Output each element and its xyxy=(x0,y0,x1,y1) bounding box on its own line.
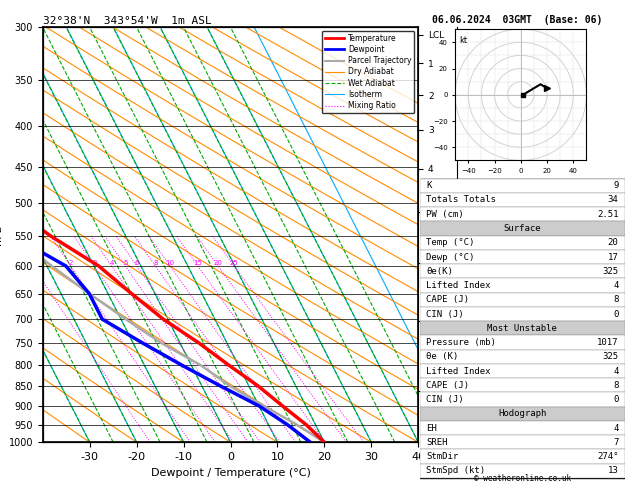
Bar xyxy=(420,393,625,407)
Text: 06.06.2024  03GMT  (Base: 06): 06.06.2024 03GMT (Base: 06) xyxy=(433,15,603,25)
Text: 2.51: 2.51 xyxy=(597,210,618,219)
Text: CAPE (J): CAPE (J) xyxy=(426,381,469,390)
Text: Lifted Index: Lifted Index xyxy=(426,281,491,290)
Text: 3: 3 xyxy=(92,260,96,266)
Bar xyxy=(420,193,625,207)
Text: 34: 34 xyxy=(608,195,618,205)
Text: 32°38'N  343°54'W  1m ASL: 32°38'N 343°54'W 1m ASL xyxy=(43,16,211,26)
Text: Temp (°C): Temp (°C) xyxy=(426,238,475,247)
Text: 2: 2 xyxy=(69,260,73,266)
Text: 8: 8 xyxy=(153,260,158,266)
Bar xyxy=(420,450,625,464)
Bar xyxy=(420,350,625,364)
Text: Hodograph: Hodograph xyxy=(498,409,547,418)
Text: CIN (J): CIN (J) xyxy=(426,395,464,404)
Bar xyxy=(420,364,625,378)
Text: 4: 4 xyxy=(613,366,618,376)
Y-axis label: hPa: hPa xyxy=(0,225,3,244)
Text: 4: 4 xyxy=(613,281,618,290)
Legend: Temperature, Dewpoint, Parcel Trajectory, Dry Adiabat, Wet Adiabat, Isotherm, Mi: Temperature, Dewpoint, Parcel Trajectory… xyxy=(322,31,415,113)
Bar xyxy=(420,222,625,236)
Text: 13: 13 xyxy=(608,467,618,475)
Bar xyxy=(420,464,625,478)
Text: 5: 5 xyxy=(123,260,128,266)
X-axis label: Dewpoint / Temperature (°C): Dewpoint / Temperature (°C) xyxy=(150,468,311,478)
Text: 0: 0 xyxy=(613,310,618,318)
Text: 20: 20 xyxy=(608,238,618,247)
Text: 4: 4 xyxy=(109,260,114,266)
Y-axis label: Mixing Ratio (g/kg): Mixing Ratio (g/kg) xyxy=(460,189,470,280)
Text: 10: 10 xyxy=(165,260,175,266)
Text: 8: 8 xyxy=(613,381,618,390)
Text: SREH: SREH xyxy=(426,438,448,447)
Text: kt: kt xyxy=(459,35,467,45)
Bar xyxy=(420,335,625,350)
Bar xyxy=(420,378,625,393)
Text: 1017: 1017 xyxy=(597,338,618,347)
Text: Surface: Surface xyxy=(504,224,541,233)
Text: Totals Totals: Totals Totals xyxy=(426,195,496,205)
Text: K: K xyxy=(426,181,431,190)
Text: 274°: 274° xyxy=(597,452,618,461)
Text: 0: 0 xyxy=(613,395,618,404)
Text: StmDir: StmDir xyxy=(426,452,459,461)
Text: 7: 7 xyxy=(613,438,618,447)
Text: θe(K): θe(K) xyxy=(426,267,453,276)
Y-axis label: km
ASL: km ASL xyxy=(447,226,469,243)
Text: 6: 6 xyxy=(135,260,139,266)
Bar xyxy=(420,179,625,193)
Text: 15: 15 xyxy=(193,260,203,266)
Text: 325: 325 xyxy=(603,352,618,361)
Text: 325: 325 xyxy=(603,267,618,276)
Bar xyxy=(420,250,625,264)
Text: PW (cm): PW (cm) xyxy=(426,210,464,219)
Bar xyxy=(420,407,625,421)
Text: 8: 8 xyxy=(613,295,618,304)
Text: 20: 20 xyxy=(214,260,223,266)
Text: 4: 4 xyxy=(613,424,618,433)
Text: Pressure (mb): Pressure (mb) xyxy=(426,338,496,347)
Bar xyxy=(420,207,625,221)
Bar xyxy=(420,293,625,307)
Bar xyxy=(420,307,625,321)
Text: Dewp (°C): Dewp (°C) xyxy=(426,253,475,261)
Bar xyxy=(420,278,625,293)
Text: 17: 17 xyxy=(608,253,618,261)
Text: Lifted Index: Lifted Index xyxy=(426,366,491,376)
Bar xyxy=(420,236,625,250)
Text: StmSpd (kt): StmSpd (kt) xyxy=(426,467,486,475)
Text: EH: EH xyxy=(426,424,437,433)
Bar xyxy=(420,435,625,450)
Bar xyxy=(420,321,625,335)
Text: © weatheronline.co.uk: © weatheronline.co.uk xyxy=(474,474,571,484)
Text: θe (K): θe (K) xyxy=(426,352,459,361)
Text: 9: 9 xyxy=(613,181,618,190)
Text: CIN (J): CIN (J) xyxy=(426,310,464,318)
Text: CAPE (J): CAPE (J) xyxy=(426,295,469,304)
Bar xyxy=(420,264,625,278)
Text: 25: 25 xyxy=(230,260,238,266)
Bar xyxy=(420,421,625,435)
Text: Most Unstable: Most Unstable xyxy=(487,324,557,333)
